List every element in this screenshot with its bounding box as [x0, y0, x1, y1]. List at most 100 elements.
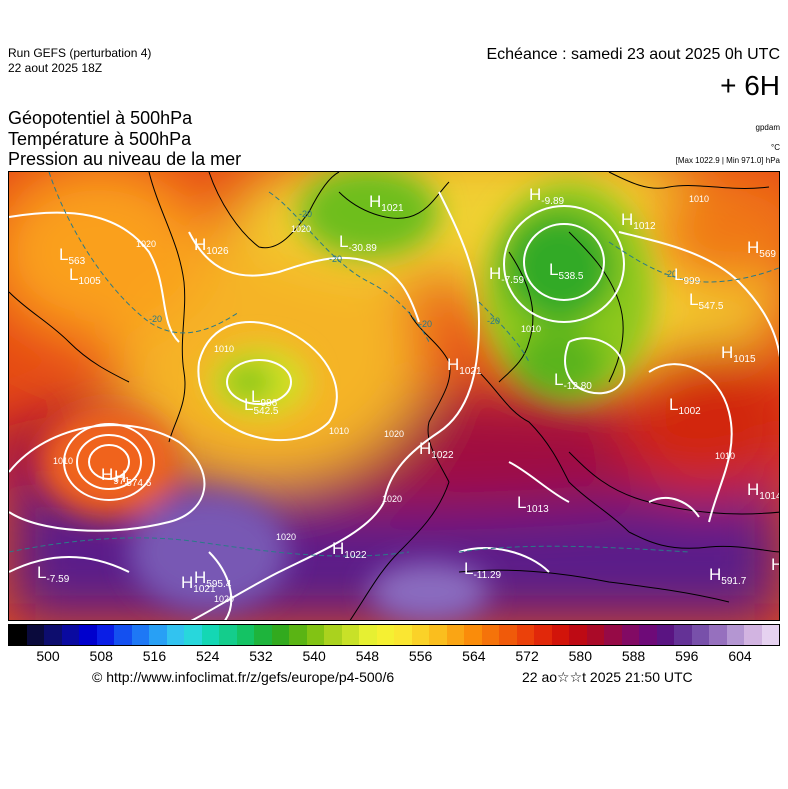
high-pressure-label: H1014 [747, 480, 780, 502]
colorbar-segment [271, 625, 289, 645]
isotherm-value-label: -20 [299, 209, 312, 219]
run-date: 22 aout 2025 18Z [8, 61, 103, 75]
low-pressure-label: L1013 [517, 493, 549, 515]
colorbar-tick-label: 604 [728, 648, 752, 664]
colorbar-segment [481, 625, 499, 645]
colorbar-ticks: 500 508 516 524 532 540 548 556 564 572 580 588 596 6… [8, 648, 780, 668]
colorbar-segment [464, 625, 482, 645]
colorbar-segment [324, 625, 342, 645]
colorbar-segment [411, 625, 429, 645]
isobar-value-label: 1020 [291, 224, 311, 234]
colorbar-segment [639, 625, 657, 645]
generation-date: 22 ao☆☆t 2025 21:50 UTC [522, 669, 693, 685]
colorbar-segment [586, 625, 604, 645]
weather-map[interactable]: 1020 1010 1010 1020 1020 1020 1020 1010 1010 1010… [8, 171, 780, 621]
isotherm-value-label: -20 [487, 316, 500, 326]
colorbar-segment [219, 625, 237, 645]
isobar-value-label: 1010 [214, 344, 234, 354]
isobar-value-label: 1010 [329, 426, 349, 436]
colorbar-tick-label: 500 [36, 648, 60, 664]
colorbar-segment [761, 625, 779, 645]
colorbar-tick-label: 564 [462, 648, 486, 664]
colorbar [8, 624, 780, 646]
low-pressure-label: L-30.89 [339, 232, 377, 254]
high-pressure-label: H1021 [447, 355, 482, 377]
weather-map-canvas: 1020 1010 1010 1020 1020 1020 1020 1010 1010 1010… [9, 172, 780, 620]
colorbar-segment [376, 625, 394, 645]
isobar-value-label: 1010 [521, 324, 541, 334]
unit-celsius: °C [771, 143, 780, 152]
colorbar-segment [691, 625, 709, 645]
isotherm-value-label: -20 [419, 319, 432, 329]
colorbar-tick-label: 556 [408, 648, 433, 664]
low-pressure-label: L1002 [669, 395, 701, 417]
colorbar-segment [569, 625, 587, 645]
low-pressure-label: L986 [251, 387, 278, 409]
colorbar-segment [516, 625, 534, 645]
colorbar-segment [674, 625, 692, 645]
isobar-value-label: 1010 [689, 194, 709, 204]
run-title: Run GEFS (perturbation 4) [8, 46, 152, 60]
isobar-value-label: 1020 [382, 494, 402, 504]
lead-time: + 6H [720, 70, 780, 101]
colorbar-tick-label: 588 [621, 648, 646, 664]
colorbar-segment [79, 625, 97, 645]
colorbar-segment [709, 625, 727, 645]
isobar-value-label: 1020 [384, 429, 404, 439]
colorbar-tick-label: 524 [196, 648, 220, 664]
parameter-pressure: Pression au niveau de la mer [8, 149, 242, 169]
colorbar-tick-label: 532 [249, 648, 273, 664]
colorbar-segment [166, 625, 184, 645]
isotherm-value-labels: -20 -20 -20 -20 -20 -20 [149, 209, 677, 329]
colorbar-segment [534, 625, 552, 645]
low-pressure-label: L-11.29 [464, 559, 502, 581]
colorbar-segment [726, 625, 744, 645]
isobar-value-label: 1010 [715, 451, 735, 461]
colorbar-tick-label: 516 [142, 648, 167, 664]
colorbar-segment [656, 625, 674, 645]
low-pressure-label: L999 [674, 265, 701, 287]
low-pressure-label: L-7.59 [37, 563, 70, 585]
high-pressure-label: H1026 [194, 235, 229, 257]
colorbar-segment [9, 625, 27, 645]
isotherm-value-label: -20 [149, 314, 162, 324]
isotherm-value-label: -20 [664, 269, 677, 279]
high-pressure-label: H3 [771, 555, 780, 577]
colorbar-segment [96, 625, 114, 645]
forecast-valid-time: Echéance : samedi 23 aout 2025 0h UTC [486, 46, 780, 63]
low-pressure-label: L-12.80 [554, 370, 592, 392]
colorbar-segment [429, 625, 447, 645]
high-pressure-label: H-9.89 [529, 185, 565, 207]
high-pressure-label: H591.7 [709, 565, 747, 587]
high-pressure-label: H971 [101, 465, 130, 487]
colorbar-segment [394, 625, 412, 645]
unit-gpdam: gpdam [755, 123, 780, 132]
colorbar-segment [621, 625, 639, 645]
colorbar-tick-label: 548 [355, 648, 380, 664]
colorbar-segment [114, 625, 132, 645]
high-pressure-label: H1021 [181, 573, 216, 595]
pressure-max-min: [Max 1022.9 | Min 971.0] hPa [675, 156, 780, 165]
high-pressure-label: H1015 [721, 343, 756, 365]
high-pressure-label: H1022 [332, 539, 367, 561]
colorbar-segment [149, 625, 167, 645]
colorbar-segment [44, 625, 62, 645]
colorbar-tick-label: 596 [675, 648, 699, 664]
low-pressure-label: L538.5 [549, 260, 584, 282]
low-pressure-label: L542.5 [244, 395, 279, 417]
colorbar-segment [446, 625, 464, 645]
low-pressure-label: L563 [59, 245, 86, 267]
isobar-value-label: 1010 [53, 456, 73, 466]
isobar-value-label: 1020 [136, 239, 156, 249]
copyright-link[interactable]: © http://www.infoclimat.fr/z/gefs/europe… [92, 669, 395, 685]
colorbar-segment [744, 625, 762, 645]
colorbar-segment [26, 625, 44, 645]
colorbar-tick-label: 572 [515, 648, 539, 664]
isobar-value-labels: 1020 1010 1010 1020 1020 1020 1020 1010 1010 1010… [53, 194, 735, 604]
colorbar-segment [236, 625, 254, 645]
colorbar-tick-label: 540 [302, 648, 326, 664]
high-pressure-label: H-7.59 [489, 264, 525, 286]
colorbar-segment [499, 625, 517, 645]
colorbar-segment [551, 625, 569, 645]
